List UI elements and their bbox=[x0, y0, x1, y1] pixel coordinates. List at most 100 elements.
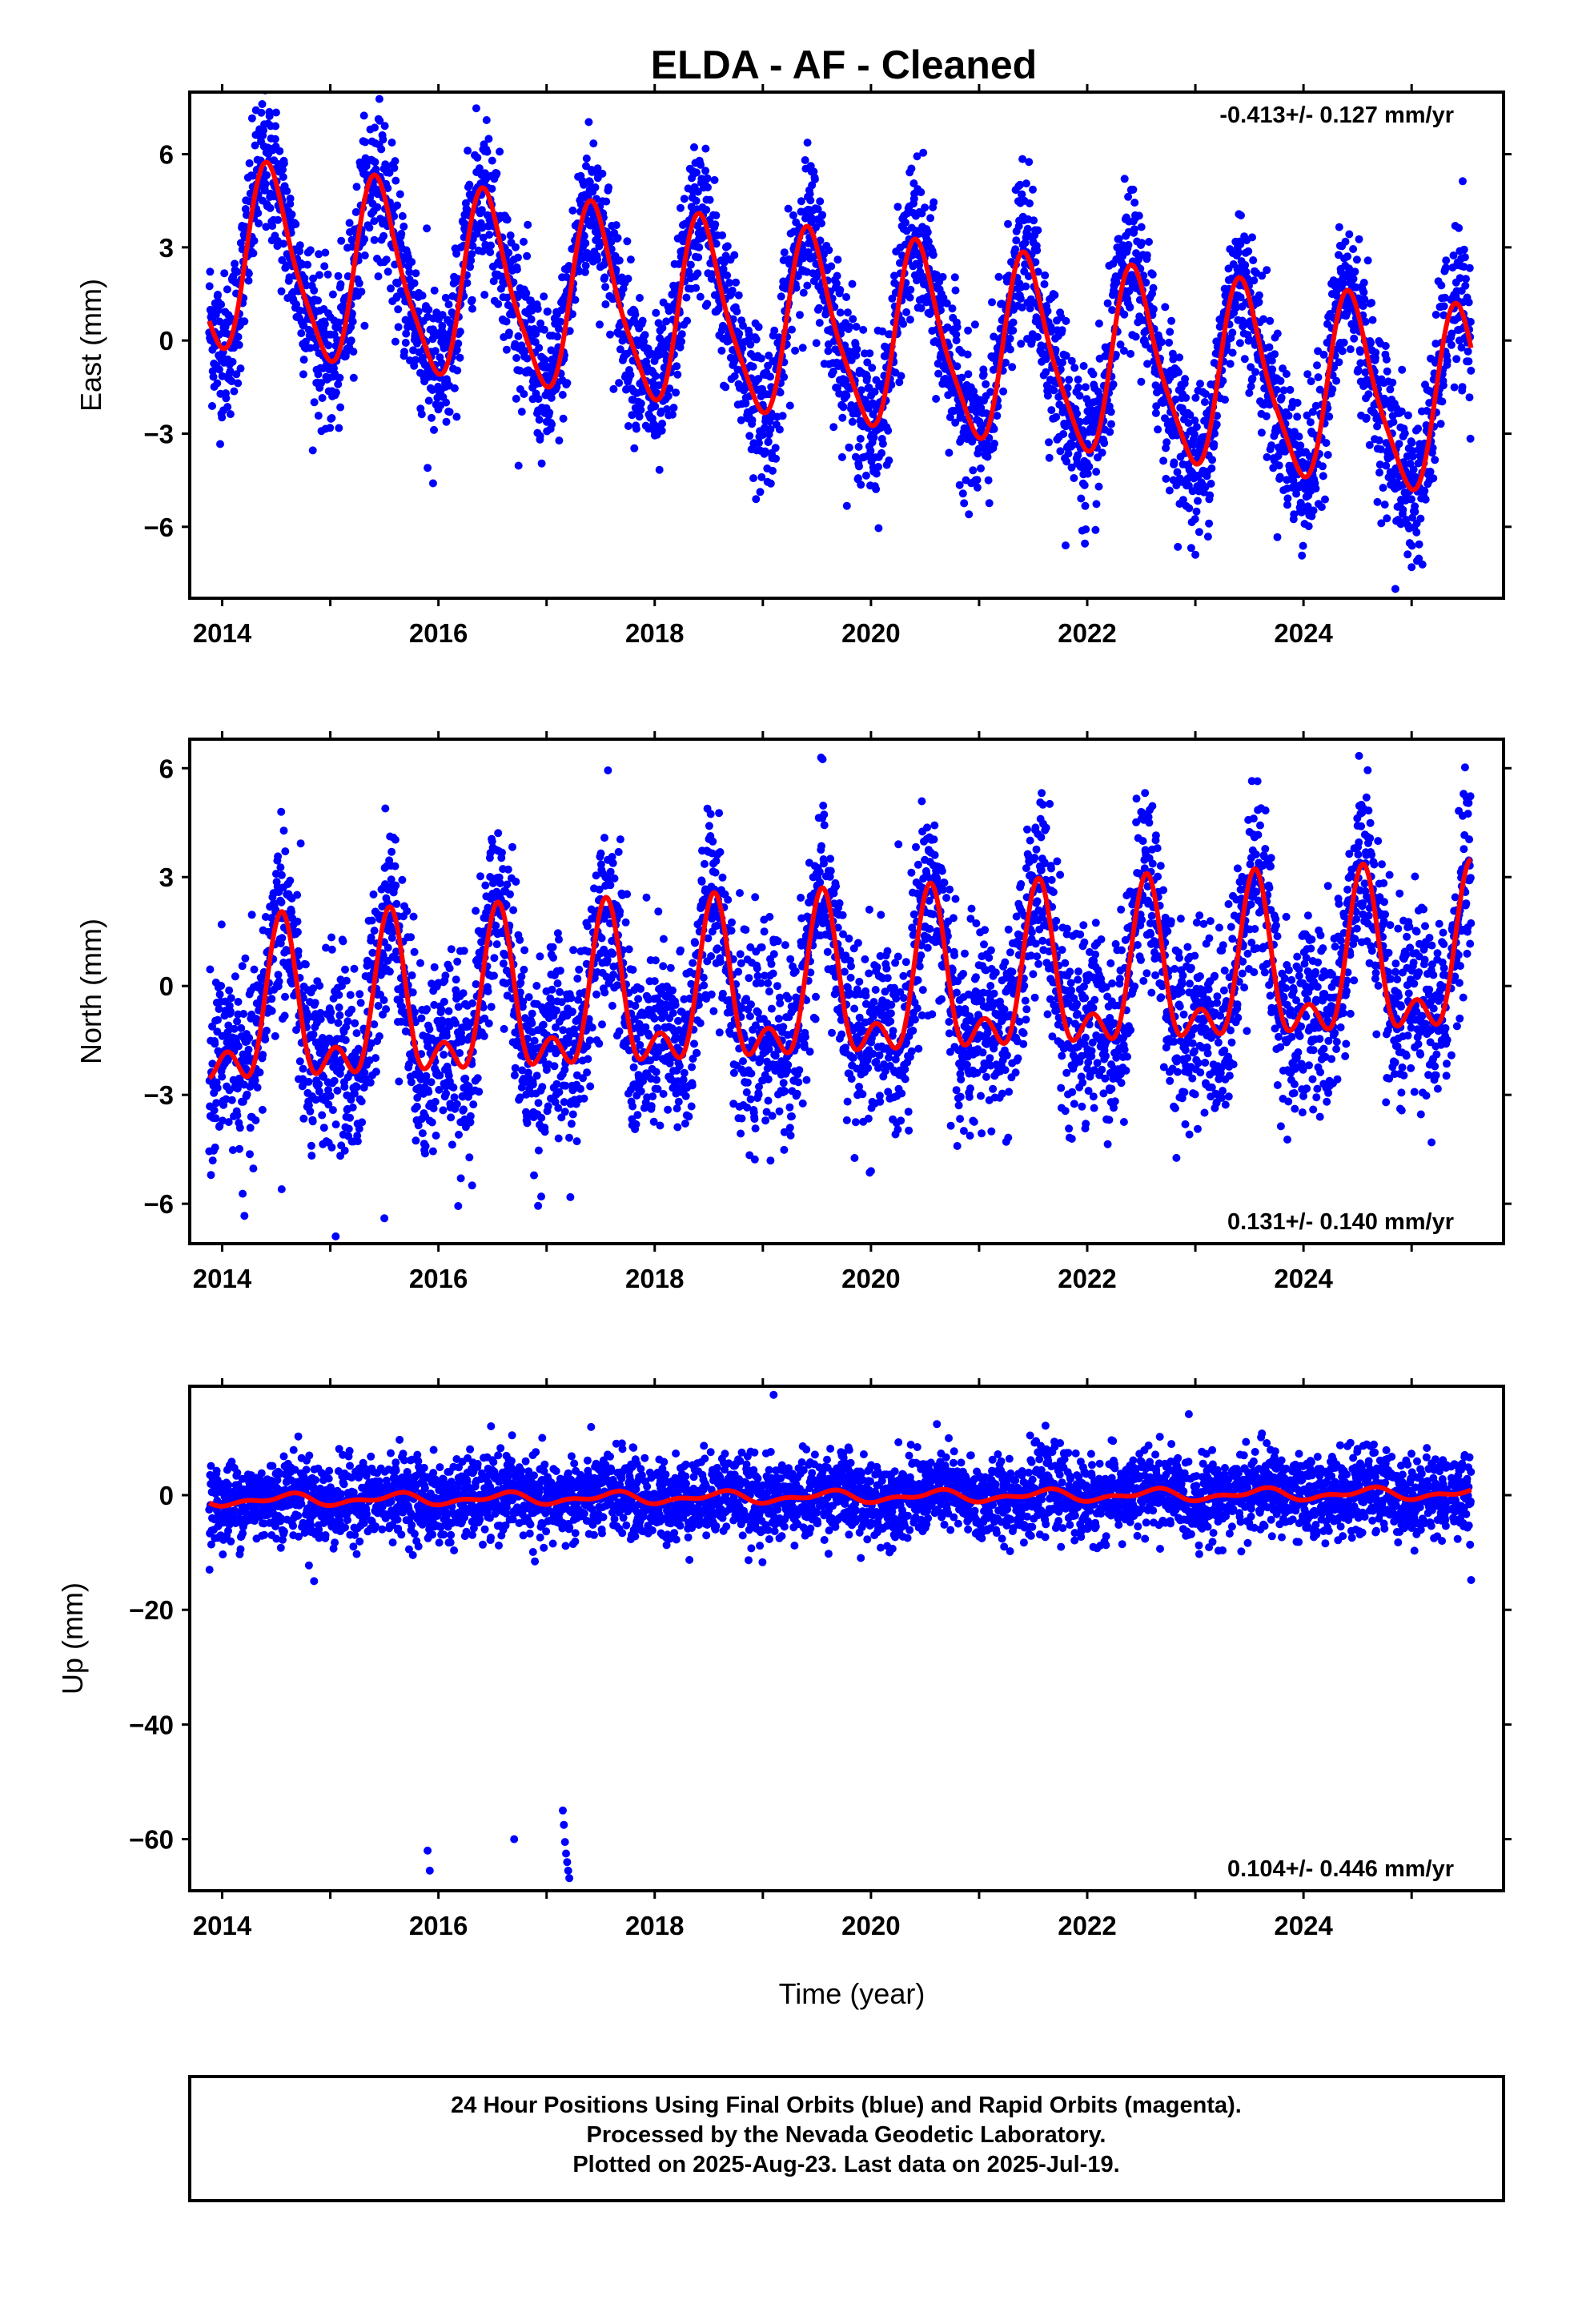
data-point bbox=[1429, 474, 1438, 483]
data-point bbox=[1167, 316, 1176, 325]
x-tick-label: 2018 bbox=[625, 618, 684, 648]
data-point bbox=[1359, 288, 1368, 296]
data-point bbox=[581, 239, 590, 247]
data-point bbox=[776, 388, 785, 397]
data-point bbox=[536, 432, 544, 440]
data-point bbox=[516, 366, 524, 375]
data-point bbox=[240, 1212, 249, 1220]
data-point bbox=[1441, 263, 1450, 272]
data-point bbox=[479, 233, 488, 242]
data-point bbox=[746, 340, 755, 349]
data-point bbox=[279, 826, 288, 835]
data-point bbox=[1375, 436, 1383, 444]
data-point bbox=[1363, 256, 1372, 265]
data-point bbox=[1043, 307, 1052, 316]
data-point bbox=[1134, 211, 1143, 220]
data-point bbox=[295, 247, 304, 255]
data-point bbox=[893, 203, 902, 211]
data-point bbox=[262, 223, 271, 231]
data-point bbox=[535, 416, 544, 424]
data-point bbox=[711, 220, 720, 229]
data-point bbox=[1175, 353, 1184, 362]
data-point bbox=[943, 323, 952, 332]
data-point bbox=[1074, 376, 1082, 384]
data-point bbox=[1045, 438, 1053, 447]
data-point bbox=[836, 308, 845, 317]
data-point bbox=[468, 242, 477, 251]
data-point bbox=[423, 224, 432, 233]
data-point bbox=[496, 147, 504, 156]
data-point bbox=[254, 209, 263, 218]
data-point bbox=[274, 215, 283, 224]
data-point bbox=[418, 292, 427, 300]
data-point bbox=[663, 405, 671, 413]
data-point bbox=[209, 372, 218, 381]
data-point bbox=[1355, 235, 1363, 243]
data-point bbox=[352, 1083, 361, 1092]
data-point bbox=[266, 203, 275, 212]
data-point bbox=[593, 255, 602, 264]
data-point bbox=[484, 135, 493, 143]
data-point bbox=[230, 1024, 239, 1033]
data-point bbox=[506, 231, 515, 239]
data-point bbox=[545, 408, 554, 417]
data-point bbox=[1081, 539, 1090, 548]
data-point bbox=[391, 862, 400, 870]
data-point bbox=[220, 269, 229, 278]
data-point bbox=[375, 116, 384, 125]
data-point bbox=[905, 293, 914, 302]
data-point bbox=[346, 1113, 354, 1122]
data-point bbox=[327, 1143, 336, 1152]
data-point bbox=[370, 235, 379, 244]
data-point bbox=[1458, 383, 1467, 392]
data-point bbox=[1041, 271, 1050, 279]
data-point bbox=[1265, 343, 1274, 352]
data-point bbox=[766, 425, 775, 434]
data-point bbox=[792, 283, 801, 292]
data-point bbox=[514, 253, 522, 262]
data-point bbox=[274, 852, 283, 861]
data-point bbox=[723, 242, 732, 251]
data-point bbox=[1235, 248, 1243, 257]
data-point bbox=[1275, 472, 1284, 481]
data-point bbox=[271, 122, 280, 131]
data-point bbox=[307, 1152, 316, 1160]
data-point bbox=[1092, 468, 1101, 476]
data-point bbox=[615, 379, 624, 388]
data-point bbox=[234, 998, 243, 1006]
data-point bbox=[331, 388, 340, 397]
data-point bbox=[934, 369, 943, 378]
data-point bbox=[652, 308, 661, 317]
data-point bbox=[1116, 340, 1125, 349]
data-point bbox=[365, 223, 374, 232]
data-point bbox=[261, 179, 270, 188]
data-point bbox=[1462, 275, 1470, 283]
data-point bbox=[815, 304, 824, 312]
data-point bbox=[754, 323, 763, 332]
data-point bbox=[1004, 219, 1012, 228]
data-point bbox=[1059, 430, 1068, 438]
data-point bbox=[870, 388, 879, 396]
data-point bbox=[1437, 281, 1446, 290]
data-point bbox=[362, 162, 371, 171]
data-point bbox=[331, 1120, 340, 1129]
data-point bbox=[835, 389, 844, 398]
data-point bbox=[473, 153, 482, 162]
data-point bbox=[945, 448, 954, 457]
data-point bbox=[703, 300, 712, 308]
data-point bbox=[327, 1008, 335, 1016]
data-point bbox=[658, 420, 667, 428]
data-point bbox=[1439, 302, 1448, 311]
data-point bbox=[710, 175, 719, 184]
data-point bbox=[877, 448, 886, 457]
x-tick-label: 2024 bbox=[1274, 618, 1333, 648]
data-point bbox=[690, 143, 698, 151]
data-point bbox=[1091, 525, 1100, 534]
data-point bbox=[843, 308, 852, 317]
data-point bbox=[213, 379, 222, 388]
data-point bbox=[357, 1097, 366, 1106]
data-point bbox=[352, 183, 361, 191]
data-point bbox=[1042, 368, 1050, 376]
data-point bbox=[938, 272, 947, 281]
